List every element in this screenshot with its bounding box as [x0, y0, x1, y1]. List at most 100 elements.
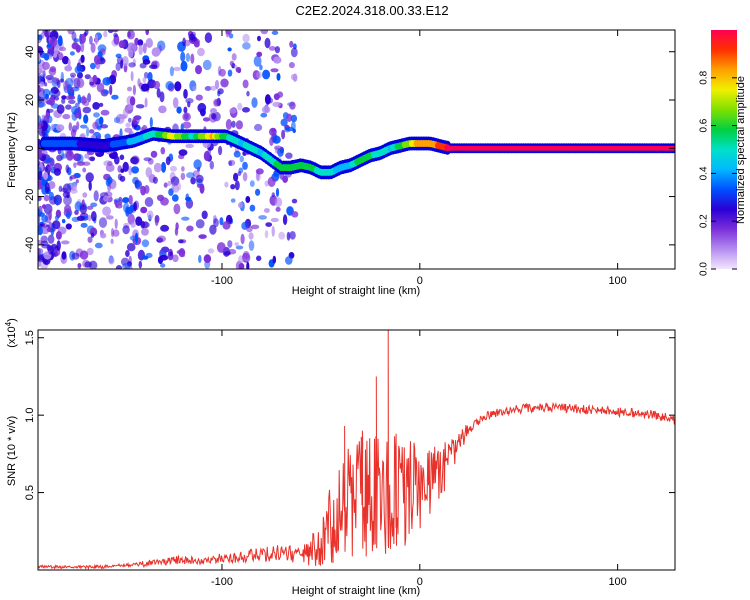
noise-speckle	[57, 35, 63, 47]
noise-speckle	[285, 256, 293, 265]
noise-speckle	[238, 202, 243, 209]
spectrogram-y-axis-label: Frequency (Hz)	[6, 112, 18, 188]
noise-speckle	[197, 47, 205, 57]
noise-speckle	[190, 177, 196, 185]
noise-speckle	[199, 108, 206, 117]
noise-speckle	[152, 176, 158, 184]
noise-speckle	[235, 120, 243, 130]
noise-speckle	[187, 101, 191, 108]
noise-speckle	[114, 218, 118, 229]
noise-speckle	[213, 98, 220, 107]
noise-speckle	[67, 58, 71, 69]
noise-speckle	[45, 157, 52, 163]
noise-speckle	[83, 114, 89, 124]
noise-speckle	[185, 52, 191, 62]
noise-speckle	[49, 36, 58, 47]
noise-speckle	[42, 222, 48, 229]
noise-speckle	[65, 223, 72, 230]
noise-speckle	[94, 34, 99, 45]
noise-speckle	[54, 215, 60, 221]
noise-speckle	[40, 235, 48, 243]
noise-speckle	[82, 106, 92, 114]
noise-speckle	[202, 117, 211, 122]
noise-speckle	[86, 126, 90, 137]
noise-speckle	[82, 192, 88, 198]
noise-speckle	[88, 180, 92, 191]
y-tick-label: -20	[24, 189, 36, 205]
noise-speckle	[242, 172, 248, 182]
noise-speckle	[135, 104, 145, 109]
noise-speckle	[198, 254, 202, 264]
snr-x-axis-label: Height of straight line (km)	[292, 585, 420, 597]
noise-speckle	[62, 113, 71, 120]
noise-speckle	[132, 84, 136, 96]
noise-speckle	[193, 159, 202, 170]
noise-speckle	[108, 256, 115, 265]
noise-speckle	[209, 224, 217, 235]
noise-speckle	[281, 129, 286, 140]
y-tick-label: 40	[24, 46, 36, 58]
noise-speckle	[39, 81, 45, 87]
noise-speckle	[109, 84, 113, 96]
y-tick-label: 0	[24, 145, 36, 151]
noise-speckle	[76, 215, 85, 222]
snr-frame	[37, 329, 676, 571]
noise-speckle	[89, 156, 96, 162]
noise-speckle	[84, 30, 89, 36]
noise-speckle	[100, 124, 109, 129]
spectrogram-frame	[37, 29, 676, 270]
y-tick-label: 0.5	[24, 485, 36, 500]
noise-speckle	[251, 97, 258, 108]
noise-speckle	[52, 76, 59, 85]
noise-speckle	[169, 66, 174, 77]
noise-speckle	[238, 263, 245, 269]
noise-speckle	[229, 60, 234, 67]
noise-speckle	[49, 66, 57, 73]
noise-speckle	[92, 74, 98, 84]
noise-speckle	[151, 47, 161, 57]
noise-speckle	[63, 80, 69, 91]
noise-speckle	[185, 98, 194, 104]
noise-speckle	[263, 208, 270, 213]
noise-speckle	[127, 86, 132, 92]
noise-speckle	[104, 133, 111, 140]
noise-speckle	[38, 120, 44, 128]
y-tick-label: 20	[24, 94, 36, 106]
noise-speckle	[107, 176, 113, 185]
noise-speckle	[58, 46, 67, 52]
noise-speckle	[149, 64, 158, 70]
snr-panel: -100 0 100 0.5 1.0 1.5 Height of straight lin…	[4, 318, 676, 597]
noise-speckle	[130, 222, 136, 228]
noise-speckle	[41, 61, 50, 70]
noise-speckle	[142, 77, 147, 83]
noise-speckle	[98, 102, 104, 107]
noise-speckle	[52, 220, 61, 230]
noise-speckle	[84, 153, 90, 159]
noise-speckle	[246, 90, 250, 97]
noise-speckle	[48, 96, 55, 106]
noise-speckle	[102, 89, 110, 95]
noise-speckle	[145, 38, 153, 48]
noise-speckle	[225, 30, 230, 38]
noise-speckle	[65, 104, 72, 110]
noise-speckle	[87, 236, 93, 243]
noise-speckle	[267, 176, 276, 187]
noise-speckle	[140, 221, 150, 229]
noise-speckle	[224, 181, 229, 188]
noise-speckle	[163, 182, 168, 188]
noise-speckle	[255, 168, 264, 175]
spectrogram-ticks: -100 0 100 -40 -20 0 20 40	[24, 30, 675, 287]
noise-speckle	[93, 190, 99, 202]
noise-speckle	[111, 30, 119, 33]
noise-speckle	[62, 183, 72, 195]
noise-speckle	[75, 179, 79, 184]
noise-speckle	[249, 204, 256, 212]
noise-speckle	[237, 171, 242, 177]
noise-speckle	[160, 224, 170, 232]
noise-speckle	[61, 219, 66, 224]
noise-speckle	[209, 160, 214, 170]
noise-speckle	[239, 155, 244, 163]
noise-speckle	[105, 215, 114, 220]
noise-speckle	[233, 172, 239, 182]
noise-speckle	[82, 167, 87, 173]
